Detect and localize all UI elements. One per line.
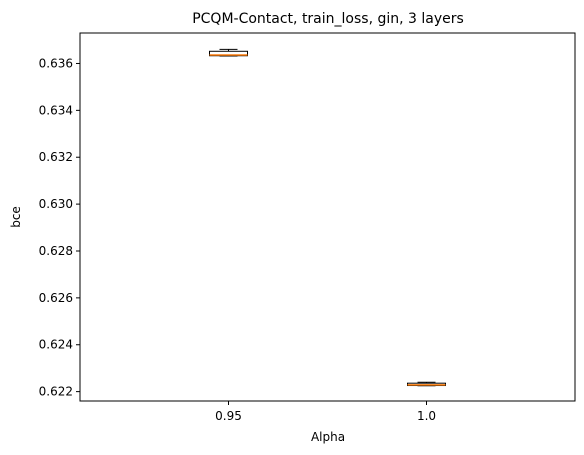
x-tick-label: 0.95 [215,409,242,423]
y-axis: 0.622 0.624 0.626 0.628 0.630 0.632 0.634 0.636 [39,56,80,399]
y-tick-label: 0.626 [39,291,73,305]
y-tick-label: 0.624 [39,338,73,352]
boxes-group [209,48,446,387]
y-tick-label: 0.622 [39,385,73,399]
x-axis-label: Alpha [311,430,345,444]
y-tick-label: 0.632 [39,150,73,164]
y-tick-label: 0.630 [39,197,73,211]
plot-area [79,32,576,402]
chart-title: PCQM-Contact, train_loss, gin, 3 layers [192,11,464,27]
x-tick-label: 1.0 [417,409,436,423]
y-axis-label: bce [9,206,23,228]
y-tick-label: 0.628 [39,244,73,258]
box-1.0 [407,381,446,387]
y-tick-label: 0.634 [39,103,73,117]
y-tick-label: 0.636 [39,56,73,70]
x-axis: 0.95 1.0 [215,401,436,423]
box-0.95 [209,48,248,57]
